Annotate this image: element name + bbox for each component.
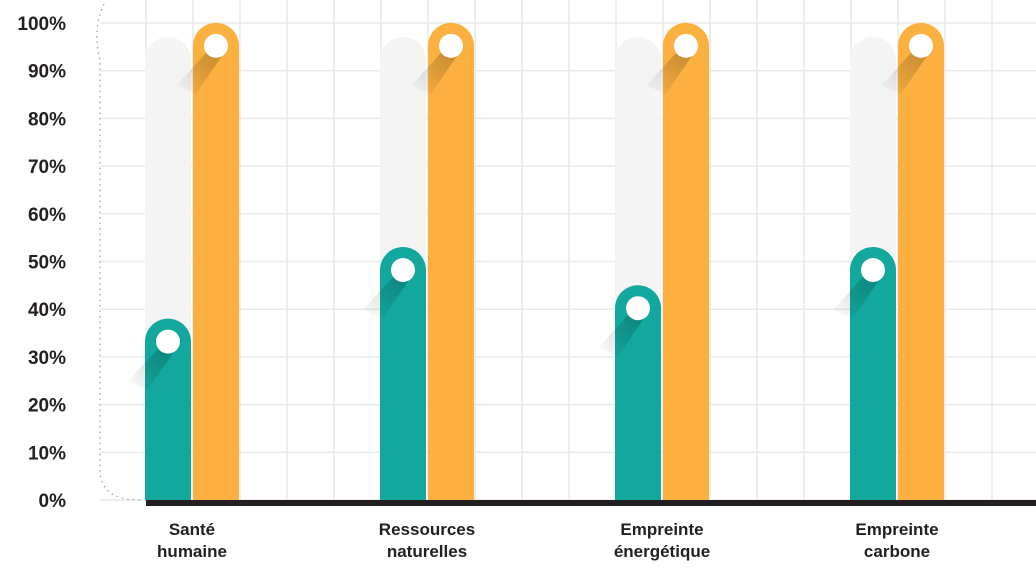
bars [128,22,944,500]
bar-orange [176,22,240,500]
bar-body [850,247,896,500]
bar-orange [411,22,474,500]
bar-value-marker [909,33,933,58]
category-label: Empreinte carbone [855,520,938,561]
category-label: Ressources naturelles [379,520,475,561]
bar-teal [128,318,191,500]
y-tick-label: 30% [28,348,66,369]
bar-body [898,22,944,500]
x-axis-categories: Santé humaine Ressources naturelles Empreint… [157,520,939,561]
bar-value-marker [156,329,180,354]
y-tick-label: 70% [28,157,66,178]
marker-shadow [833,276,879,319]
y-tick-label: 50% [28,253,66,274]
marker-shadow [881,51,927,94]
bar-body [380,247,426,500]
bar-orange [646,22,709,500]
marker-shadow [411,51,457,94]
bar-value-marker [204,33,228,58]
bar-teal [833,247,896,500]
y-tick-label: 40% [28,300,66,321]
category-label: Empreinte énergétique [614,520,710,561]
marker-shadow [598,314,644,357]
bar-value-marker [439,33,463,58]
bar-body [193,22,240,500]
y-tick-label: 90% [28,62,66,83]
bar-teal [363,247,426,500]
y-tick-label: 20% [28,396,66,417]
bar-orange [881,22,944,500]
y-tick-label: 10% [28,443,66,464]
bar-value-marker [391,258,415,283]
bar-tracks [145,37,896,500]
marker-shadow [128,347,174,390]
marker-shadow [176,51,222,94]
y-tick-label: 80% [28,109,66,130]
bar-teal [598,285,661,500]
bar-value-marker [626,296,650,321]
marker-shadow [363,276,409,319]
y-tick-label: 100% [17,14,66,35]
y-axis-ticks: 0% 10% 20% 30% 40% 50% 60% 70% 80% 90% 100% [17,14,66,512]
bar-body [663,22,709,500]
y-tick-label: 0% [39,491,67,512]
y-tick-label: 60% [28,205,66,226]
bar-value-marker [861,258,885,283]
bar-value-marker [674,33,698,58]
bar-body [428,22,474,500]
category-label: Santé humaine [157,520,227,561]
marker-shadow [646,51,692,94]
axis-dotted-arc [96,3,141,501]
